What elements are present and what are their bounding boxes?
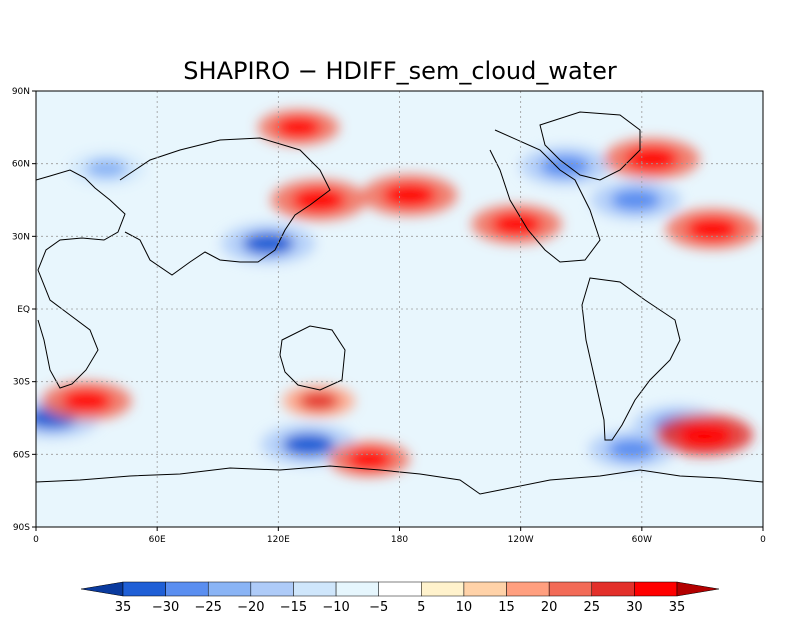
colorbar-arrow-left: [80, 581, 124, 597]
plot-area: [35, 90, 764, 528]
x-tick-label-0: 0: [33, 535, 39, 545]
colorbar-box-6: [378, 581, 422, 597]
colorbar-label-4: −15: [280, 600, 307, 615]
coast-asia: [119, 137, 331, 276]
colorbar-label-2: −25: [195, 600, 222, 615]
coast-australia: [279, 325, 346, 391]
x-tick-label-3: 180: [391, 535, 408, 545]
colorbar-label-6: −5: [369, 600, 388, 615]
colorbar-box-2: [207, 581, 252, 597]
field-blue-n-pacific: [242, 232, 294, 255]
colorbar-label-7: 5: [417, 600, 425, 615]
x-tick-label-2: 120E: [267, 535, 290, 545]
y-tick-label-0: 90N: [12, 87, 30, 97]
y-axis-ticks: 90N 60N 30N EQ 30S 60S 90S: [12, 87, 36, 533]
field-blobs: [36, 109, 760, 477]
field-red-kamchatka: [292, 188, 345, 212]
chart-title: SHAPIRO − HDIFF_sem_cloud_water: [183, 57, 617, 85]
field-blue-drake: [607, 439, 656, 460]
coast-antarctica: [36, 465, 763, 495]
x-tick-label-5: 60W: [632, 535, 652, 545]
y-tick-label-1: 60N: [12, 160, 30, 170]
coast-n-america: [489, 129, 601, 263]
field-blue-europe: [85, 159, 128, 178]
field-red-s-atlantic: [677, 423, 732, 447]
colorbar-box-1: [165, 581, 209, 597]
colorbar-label-13: 35: [669, 600, 686, 615]
colorbar-box-8: [463, 581, 507, 597]
grid-lines: [36, 91, 763, 527]
colorbar-label-1: −30: [152, 600, 179, 615]
y-tick-label-6: 90S: [13, 523, 30, 533]
y-tick-label-5: 60S: [13, 450, 30, 460]
field-red-s-africa: [61, 390, 112, 412]
colorbar-box-12: [634, 581, 678, 597]
field-blue-n-atlantic: [611, 189, 661, 211]
colorbar-box-10: [548, 581, 593, 597]
field-blue-n-america: [540, 155, 590, 177]
colorbar-label-12: 30: [626, 600, 643, 615]
colorbar-label-8: 10: [456, 600, 473, 615]
colorbar-label-9: 15: [498, 600, 515, 615]
colorbar-box-4: [293, 581, 337, 597]
colorbar-label-5: −10: [322, 600, 349, 615]
colorbar-box-11: [591, 581, 635, 597]
coastlines: [36, 111, 763, 495]
colorbar: 35 −30 −25 −20 −15 −10 −5 5 10 15 20 25 30 35: [80, 581, 720, 615]
x-tick-label-4: 120W: [508, 535, 534, 545]
y-tick-label-3: EQ: [17, 305, 30, 315]
colorbar-label-10: 20: [541, 600, 558, 615]
field-red-nw-america: [491, 213, 542, 235]
colorbar-arrow-right: [676, 581, 720, 597]
colorbar-box-7: [421, 581, 465, 597]
coast-africa-europe: [36, 169, 126, 389]
colorbar-box-9: [506, 581, 550, 597]
field-red-n-atlantic: [686, 217, 739, 241]
x-axis-ticks: 0 60E 120E 180 120W 60W 0: [33, 527, 766, 545]
x-tick-label-1: 60E: [149, 535, 166, 545]
colorbar-label-0: 35: [115, 600, 132, 615]
y-tick-label-2: 30N: [12, 232, 30, 242]
coast-s-america: [581, 277, 681, 441]
y-tick-label-4: 30S: [13, 378, 30, 388]
field-red-n-pacific: [383, 183, 436, 207]
field-blue-s-indian: [282, 433, 335, 456]
field-red-s-pacific: [298, 392, 339, 410]
x-tick-label-6: 0: [760, 535, 766, 545]
field-red-arctic: [276, 117, 321, 138]
colorbar-label-3: −20: [237, 600, 264, 615]
heatmap-field: [36, 109, 760, 477]
colorbar-box-5: [335, 581, 379, 597]
field-red-australia-s: [346, 449, 392, 469]
colorbar-box-0: [122, 581, 166, 597]
field-red-greenland: [625, 147, 679, 171]
colorbar-label-11: 25: [583, 600, 600, 615]
coast-greenland: [539, 111, 641, 181]
colorbar-box-3: [250, 581, 294, 597]
